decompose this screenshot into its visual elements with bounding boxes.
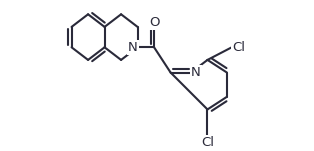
Text: Cl: Cl	[201, 136, 214, 149]
Text: N: N	[191, 66, 201, 79]
Text: O: O	[149, 16, 159, 29]
Text: Cl: Cl	[232, 41, 245, 54]
Text: N: N	[128, 41, 138, 54]
